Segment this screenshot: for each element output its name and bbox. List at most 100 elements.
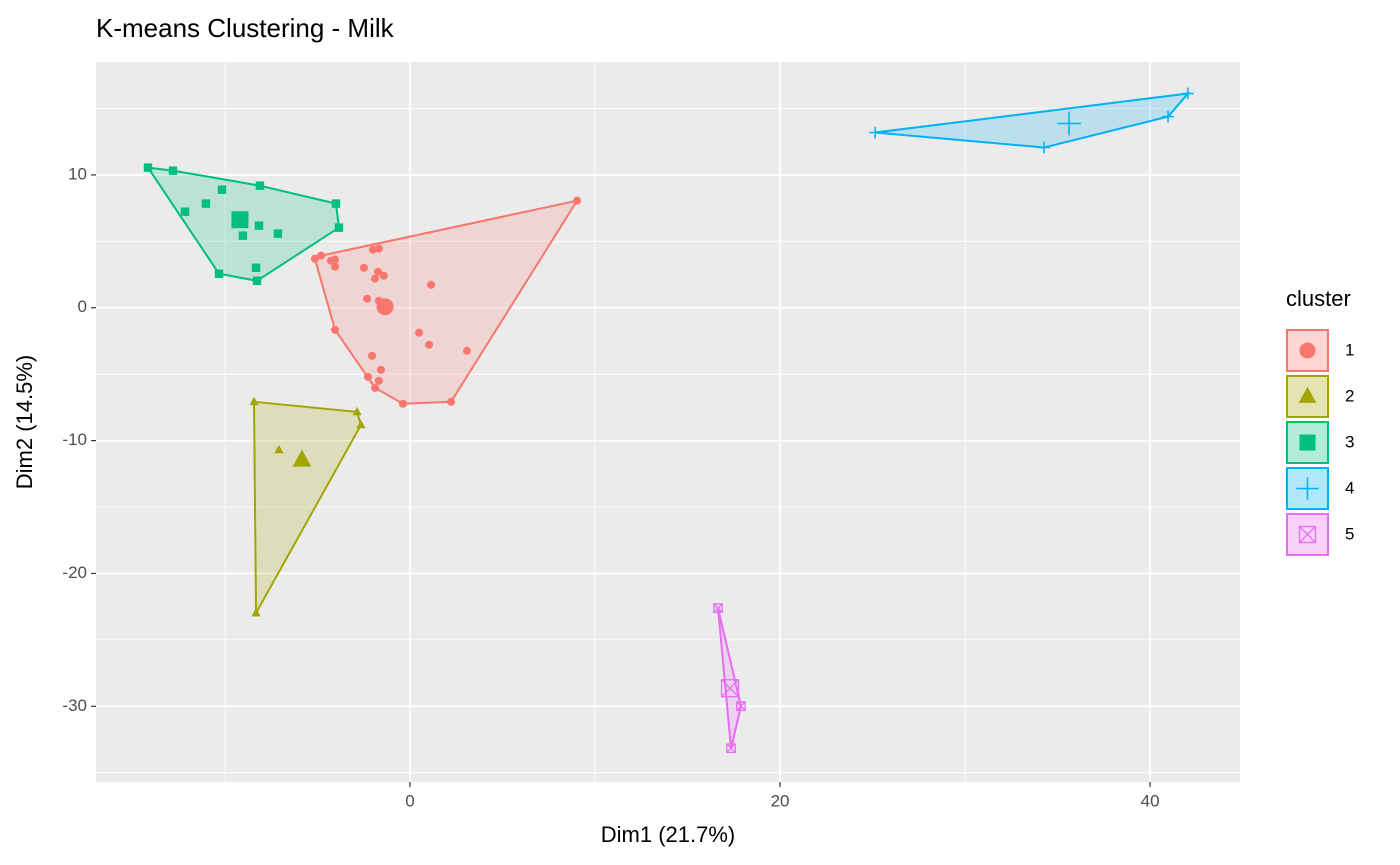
point <box>331 262 340 271</box>
point <box>331 255 340 264</box>
x-axis-title: Dim1 (21.7%) <box>601 822 735 847</box>
point <box>368 245 377 254</box>
point <box>713 603 723 613</box>
point <box>143 163 153 172</box>
point <box>462 346 471 355</box>
point-shape <box>331 262 340 271</box>
x-tick-label: 20 <box>771 791 790 810</box>
point <box>376 298 394 316</box>
point <box>334 223 344 232</box>
point-shape <box>331 199 341 208</box>
point <box>371 383 380 392</box>
point <box>168 166 178 175</box>
point-shape <box>427 280 436 289</box>
point-shape <box>251 263 261 272</box>
point-shape <box>726 743 736 754</box>
grid <box>96 62 1240 782</box>
point <box>238 231 248 240</box>
point <box>373 267 382 276</box>
point <box>214 269 224 278</box>
point-shape <box>352 406 362 416</box>
cluster-hull <box>717 607 743 749</box>
chart-title: K-means Clustering - Milk <box>96 13 395 43</box>
point <box>251 263 261 272</box>
point-shape <box>371 383 380 392</box>
point <box>255 181 265 190</box>
point-shape <box>573 196 582 205</box>
point-shape <box>168 166 178 175</box>
point-shape <box>1298 386 1317 403</box>
point <box>368 351 377 360</box>
point <box>352 406 362 416</box>
point-shape <box>374 244 383 253</box>
point-shape <box>376 298 394 316</box>
point <box>1162 110 1174 123</box>
point-shape <box>721 679 740 698</box>
point-shape <box>726 743 736 753</box>
legend-label: 4 <box>1345 478 1354 497</box>
point-shape <box>274 444 284 454</box>
point <box>427 280 436 289</box>
point <box>726 743 736 754</box>
point-shape <box>238 231 248 240</box>
point-shape <box>252 276 262 285</box>
points <box>143 87 1194 754</box>
point-shape <box>373 267 382 276</box>
point-shape <box>398 399 407 408</box>
point-shape <box>363 372 372 381</box>
panel <box>96 62 1240 782</box>
point <box>331 199 341 208</box>
point-shape <box>143 163 153 172</box>
point-shape <box>736 701 746 711</box>
point <box>379 271 388 280</box>
legend-symbol <box>1298 525 1317 544</box>
point <box>274 444 284 454</box>
point <box>398 399 407 408</box>
legend-symbol <box>1296 477 1319 500</box>
point-shape <box>371 274 380 283</box>
point <box>371 274 380 283</box>
point-shape <box>363 294 372 303</box>
legend-symbol <box>1298 386 1317 403</box>
point-shape <box>254 221 264 230</box>
point <box>254 221 264 230</box>
point <box>720 679 740 698</box>
legend-label: 1 <box>1345 340 1354 359</box>
point-shape <box>249 396 259 406</box>
point-shape <box>331 255 340 264</box>
y-tick-label: -20 <box>62 563 87 582</box>
point <box>736 701 746 711</box>
point-shape <box>1299 342 1316 359</box>
point-shape <box>331 325 340 334</box>
point-shape <box>1299 434 1316 451</box>
point-shape <box>379 271 388 280</box>
y-axis-title: Dim2 (14.5%) <box>12 355 37 489</box>
point <box>249 396 259 406</box>
point <box>869 126 882 139</box>
point-shape <box>713 603 723 613</box>
point <box>1057 111 1081 136</box>
point <box>231 211 249 229</box>
point <box>217 185 227 194</box>
point <box>201 199 211 208</box>
point-shape <box>359 263 368 272</box>
point-shape <box>447 397 456 406</box>
x-tick-label: 0 <box>405 791 414 810</box>
point <box>573 196 582 205</box>
point-shape <box>255 181 265 190</box>
point <box>374 244 383 253</box>
point-shape <box>1298 525 1317 544</box>
point <box>273 229 283 238</box>
point <box>331 325 340 334</box>
point <box>251 607 261 617</box>
point-shape <box>217 185 227 194</box>
point-shape <box>462 346 471 355</box>
point-shape <box>292 449 312 467</box>
y-tick-label: 0 <box>78 297 87 316</box>
legend-symbol <box>1299 434 1316 451</box>
point <box>316 251 325 260</box>
point <box>415 328 424 337</box>
point-shape <box>310 254 319 263</box>
point-shape <box>713 603 723 613</box>
